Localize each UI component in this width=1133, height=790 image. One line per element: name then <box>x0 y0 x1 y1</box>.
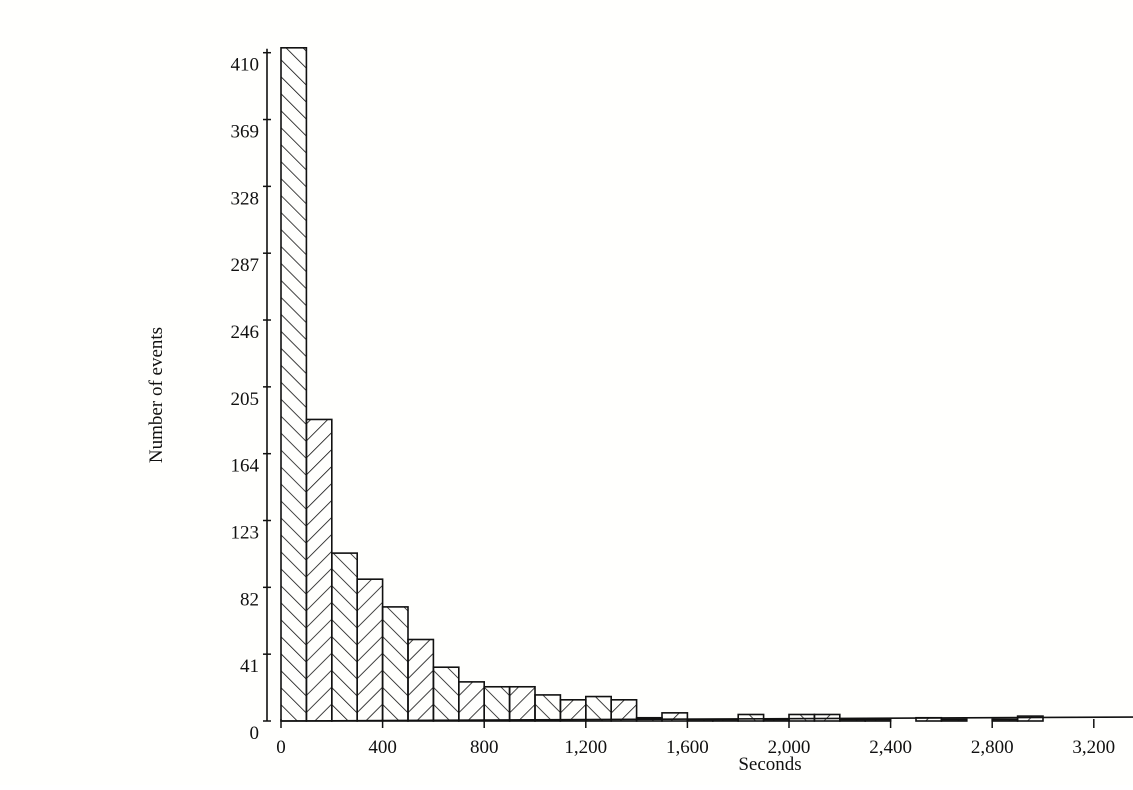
y-tick-label: 82 <box>240 589 259 610</box>
histogram-bar <box>661 712 689 722</box>
histogram-bar <box>838 718 866 722</box>
histogram-bar <box>559 699 587 722</box>
y-tick-label: 41 <box>240 656 259 677</box>
x-tick-label: 400 <box>368 737 397 758</box>
x-tick-label: 3,200 <box>1072 737 1115 758</box>
x-axis-label: Seconds <box>738 754 801 775</box>
histogram-bar <box>864 718 892 722</box>
histogram-bar <box>457 681 485 722</box>
histogram-bar <box>407 638 435 722</box>
x-tick-label: 1,600 <box>666 737 709 758</box>
histogram-bar <box>330 552 358 722</box>
histogram-bar <box>940 718 968 722</box>
x-tick-label: 2,800 <box>971 737 1014 758</box>
y-tick-label: 123 <box>231 523 260 544</box>
histogram-bar <box>508 685 536 722</box>
histogram-bar <box>305 418 333 722</box>
y-tick-label: 410 <box>231 55 260 76</box>
x-axis <box>280 716 1133 722</box>
histogram-bar <box>356 578 384 722</box>
y-ticks: 0 41 82 123 164 205 246 287 328 369 410 <box>231 51 271 744</box>
x-tick-label: 2,400 <box>869 737 912 758</box>
histogram-bar <box>534 694 562 722</box>
histogram-bar <box>483 685 511 722</box>
histogram-bar <box>584 695 612 722</box>
histogram-bar <box>381 606 409 722</box>
histogram-bar <box>737 713 765 722</box>
y-tick-label: 328 <box>231 188 260 209</box>
histogram-bar <box>762 718 790 722</box>
histogram-bar <box>280 47 308 722</box>
histogram-bar <box>991 718 1019 722</box>
histogram-bar <box>432 666 460 722</box>
y-tick-label: 164 <box>231 456 260 477</box>
x-tick-label: 2,000 <box>768 737 811 758</box>
y-tick-label: 205 <box>231 389 260 410</box>
y-tick-label: 287 <box>231 255 260 276</box>
y-tick-label: 0 <box>250 723 260 744</box>
y-tick-label: 369 <box>231 122 260 143</box>
x-ticks: 0 400 800 1,200 1,600 2,000 2,400 2,800 3,200 <box>276 719 1115 758</box>
x-tick-label: 800 <box>470 737 499 758</box>
y-axis-label: Number of events <box>146 327 167 463</box>
x-tick-label: 1,200 <box>564 737 607 758</box>
histogram-bar <box>610 699 638 722</box>
y-tick-label: 246 <box>231 322 260 343</box>
bars <box>280 47 1044 722</box>
histogram-bar <box>1016 715 1044 722</box>
histogram-bar <box>788 713 816 722</box>
x-tick-label: 0 <box>276 737 286 758</box>
